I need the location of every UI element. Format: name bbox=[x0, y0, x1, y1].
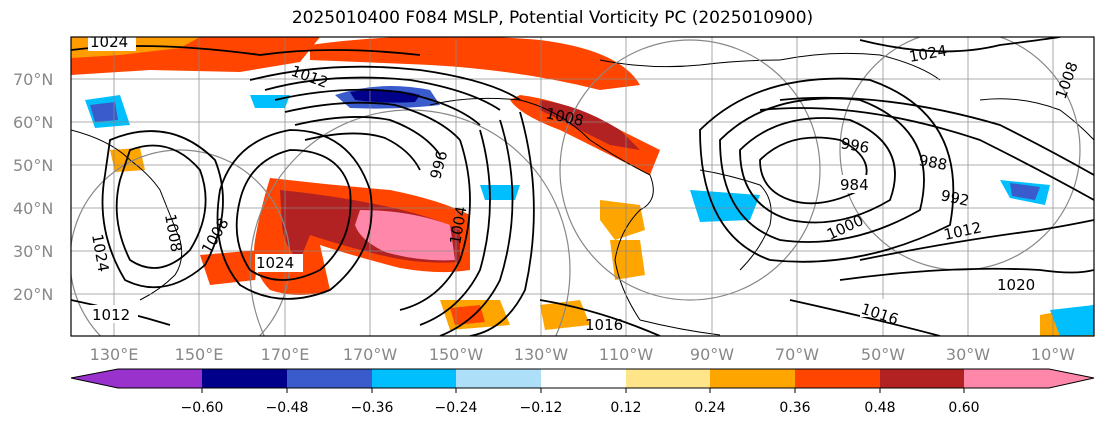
longitude-labels: 130°E 150°E 170°E 170°W 150°W 130°W 110°… bbox=[90, 345, 1076, 364]
colorbar-segment-3 bbox=[372, 369, 456, 388]
colorbar-segment-6 bbox=[626, 369, 710, 388]
colorbar-tick-label: −0.12 bbox=[520, 400, 563, 416]
colorbar-tick-label: 0.12 bbox=[610, 400, 641, 416]
colorbar-segment-8 bbox=[795, 369, 880, 388]
lon-label: 170°E bbox=[261, 345, 310, 364]
lat-label: 70°N bbox=[13, 70, 53, 89]
isobar-label: 1024 bbox=[256, 254, 294, 272]
isobar-label: 992 bbox=[939, 186, 971, 210]
lat-label: 20°N bbox=[13, 285, 53, 304]
lon-label: 170°W bbox=[343, 345, 398, 364]
colorbar: −0.60 −0.48 −0.36 −0.24 −0.12 0.12 0.24 … bbox=[70, 368, 1095, 416]
colorbar-tick-label: 0.60 bbox=[948, 400, 979, 416]
isobars bbox=[71, 37, 1094, 336]
isobar-label: 996 bbox=[839, 134, 870, 157]
pv-negative-regions bbox=[85, 86, 1094, 336]
colorbar-tick-label: 0.24 bbox=[694, 400, 725, 416]
colorbar-segment-7 bbox=[710, 369, 795, 388]
colorbar-segment-0 bbox=[71, 369, 202, 388]
lon-label: 10°W bbox=[1031, 345, 1075, 364]
lon-label: 50°W bbox=[861, 345, 905, 364]
isobar-label: 1024 bbox=[90, 33, 128, 51]
colorbar-segment-1 bbox=[202, 369, 287, 388]
lat-label: 60°N bbox=[13, 113, 53, 132]
lon-label: 70°W bbox=[775, 345, 819, 364]
lon-label: 90°W bbox=[690, 345, 734, 364]
lon-label: 110°W bbox=[599, 345, 654, 364]
isobar-label: 984 bbox=[840, 176, 869, 194]
colorbar-tick-label: 0.48 bbox=[864, 400, 895, 416]
colorbar-tick-label: 0.36 bbox=[779, 400, 810, 416]
isobar-label: 1020 bbox=[997, 276, 1035, 294]
map-title: 2025010400 F084 MSLP, Potential Vorticit… bbox=[291, 8, 814, 28]
map-frame bbox=[70, 36, 1095, 337]
colorbar-segment-2 bbox=[287, 369, 372, 388]
colorbar-tick-label: −0.60 bbox=[181, 400, 224, 416]
lat-label: 50°N bbox=[13, 156, 53, 175]
lon-label: 30°W bbox=[946, 345, 990, 364]
colorbar-segment-4 bbox=[456, 369, 541, 388]
colorbar-tick-label: −0.48 bbox=[266, 400, 309, 416]
lon-label: 130°E bbox=[90, 345, 139, 364]
colorbar-segment-9 bbox=[880, 369, 964, 388]
lon-label: 150°E bbox=[175, 345, 224, 364]
colorbar-ticks bbox=[201, 388, 965, 393]
lat-label: 30°N bbox=[13, 242, 53, 261]
lon-label: 130°W bbox=[514, 345, 569, 364]
lon-label: 150°W bbox=[429, 345, 484, 364]
colorbar-outline bbox=[70, 368, 1095, 389]
isobar-label: 988 bbox=[917, 151, 948, 174]
colorbar-tick-label: −0.24 bbox=[435, 400, 478, 416]
colorbar-tick-label: −0.36 bbox=[351, 400, 394, 416]
lat-label: 40°N bbox=[13, 199, 53, 218]
colorbar-segment-5 bbox=[541, 369, 626, 388]
isobar-label: 1016 bbox=[585, 316, 623, 334]
isobar-label: 1012 bbox=[92, 306, 130, 324]
colorbar-tick-labels: −0.60 −0.48 −0.36 −0.24 −0.12 0.12 0.24 … bbox=[181, 400, 980, 416]
colorbar-segment-10 bbox=[964, 369, 1094, 388]
latitude-labels: 70°N 60°N 50°N 40°N 30°N 20°N bbox=[13, 70, 53, 304]
